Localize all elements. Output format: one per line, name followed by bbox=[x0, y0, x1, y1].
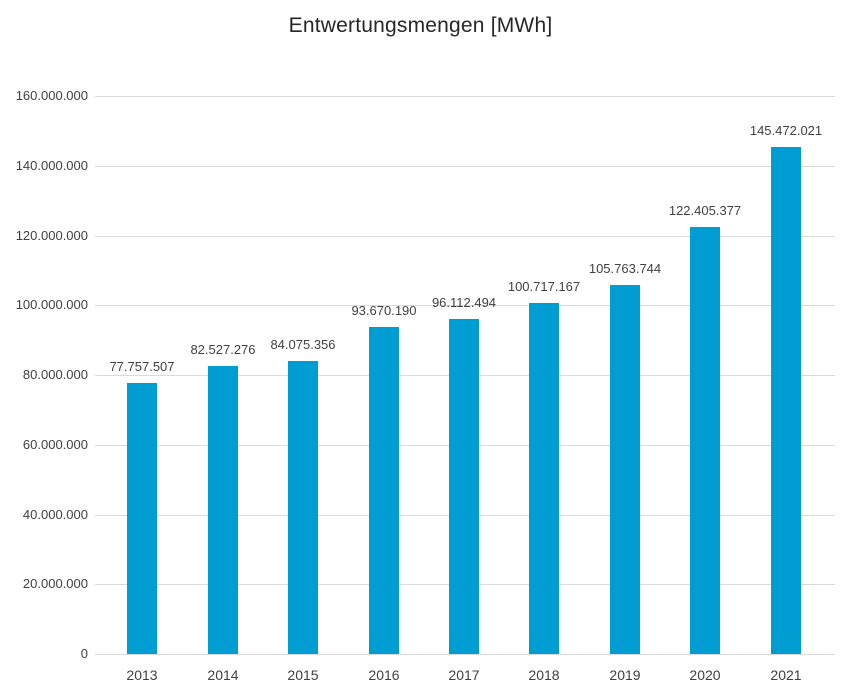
bar-2016[interactable] bbox=[369, 327, 399, 654]
x-tick-label-2020: 2020 bbox=[689, 667, 721, 683]
x-tick-label-2018: 2018 bbox=[528, 667, 560, 683]
gridline bbox=[95, 166, 835, 167]
y-tick-label: 140.000.000 bbox=[15, 158, 88, 173]
bar-2015[interactable] bbox=[288, 361, 318, 654]
chart-title: Entwertungsmengen [MWh] bbox=[288, 14, 553, 37]
data-label-2021: 145.472.021 bbox=[749, 123, 823, 138]
x-tick-label-2016: 2016 bbox=[368, 667, 400, 683]
data-label-2013: 77.757.507 bbox=[109, 359, 175, 374]
data-label-2017: 96.112.494 bbox=[431, 295, 497, 310]
y-tick-label: 160.000.000 bbox=[15, 88, 88, 103]
bar-2021[interactable] bbox=[771, 147, 801, 654]
bar-2018[interactable] bbox=[529, 303, 559, 654]
bar-2019[interactable] bbox=[610, 285, 640, 654]
x-tick-label-2017: 2017 bbox=[448, 667, 480, 683]
gridline bbox=[95, 236, 835, 237]
y-tick-label: 100.000.000 bbox=[15, 297, 88, 312]
gridline bbox=[95, 305, 835, 306]
data-label-2016: 93.670.190 bbox=[351, 303, 417, 318]
data-label-2018: 100.717.167 bbox=[507, 279, 581, 294]
x-tick-label-2015: 2015 bbox=[287, 667, 319, 683]
gridline bbox=[95, 96, 835, 97]
data-label-2015: 84.075.356 bbox=[270, 337, 336, 352]
y-tick-label: 60.000.000 bbox=[22, 437, 88, 452]
y-tick-label: 40.000.000 bbox=[22, 507, 88, 522]
data-label-2014: 82.527.276 bbox=[190, 342, 256, 357]
data-label-2019: 105.763.744 bbox=[588, 261, 662, 276]
y-tick-label: 0 bbox=[80, 646, 88, 661]
x-tick-label-2019: 2019 bbox=[609, 667, 641, 683]
bar-2017[interactable] bbox=[449, 319, 479, 654]
x-tick-label-2013: 2013 bbox=[126, 667, 158, 683]
bar-2020[interactable] bbox=[690, 227, 720, 654]
data-label-2020: 122.405.377 bbox=[668, 203, 742, 218]
y-tick-label: 120.000.000 bbox=[15, 228, 88, 243]
y-tick-label: 80.000.000 bbox=[22, 367, 88, 382]
x-axis-line bbox=[95, 654, 835, 655]
bar-2013[interactable] bbox=[127, 383, 157, 654]
y-tick-label: 20.000.000 bbox=[22, 576, 88, 591]
bar-2014[interactable] bbox=[208, 366, 238, 654]
x-tick-label-2021: 2021 bbox=[770, 667, 802, 683]
x-tick-label-2014: 2014 bbox=[207, 667, 239, 683]
